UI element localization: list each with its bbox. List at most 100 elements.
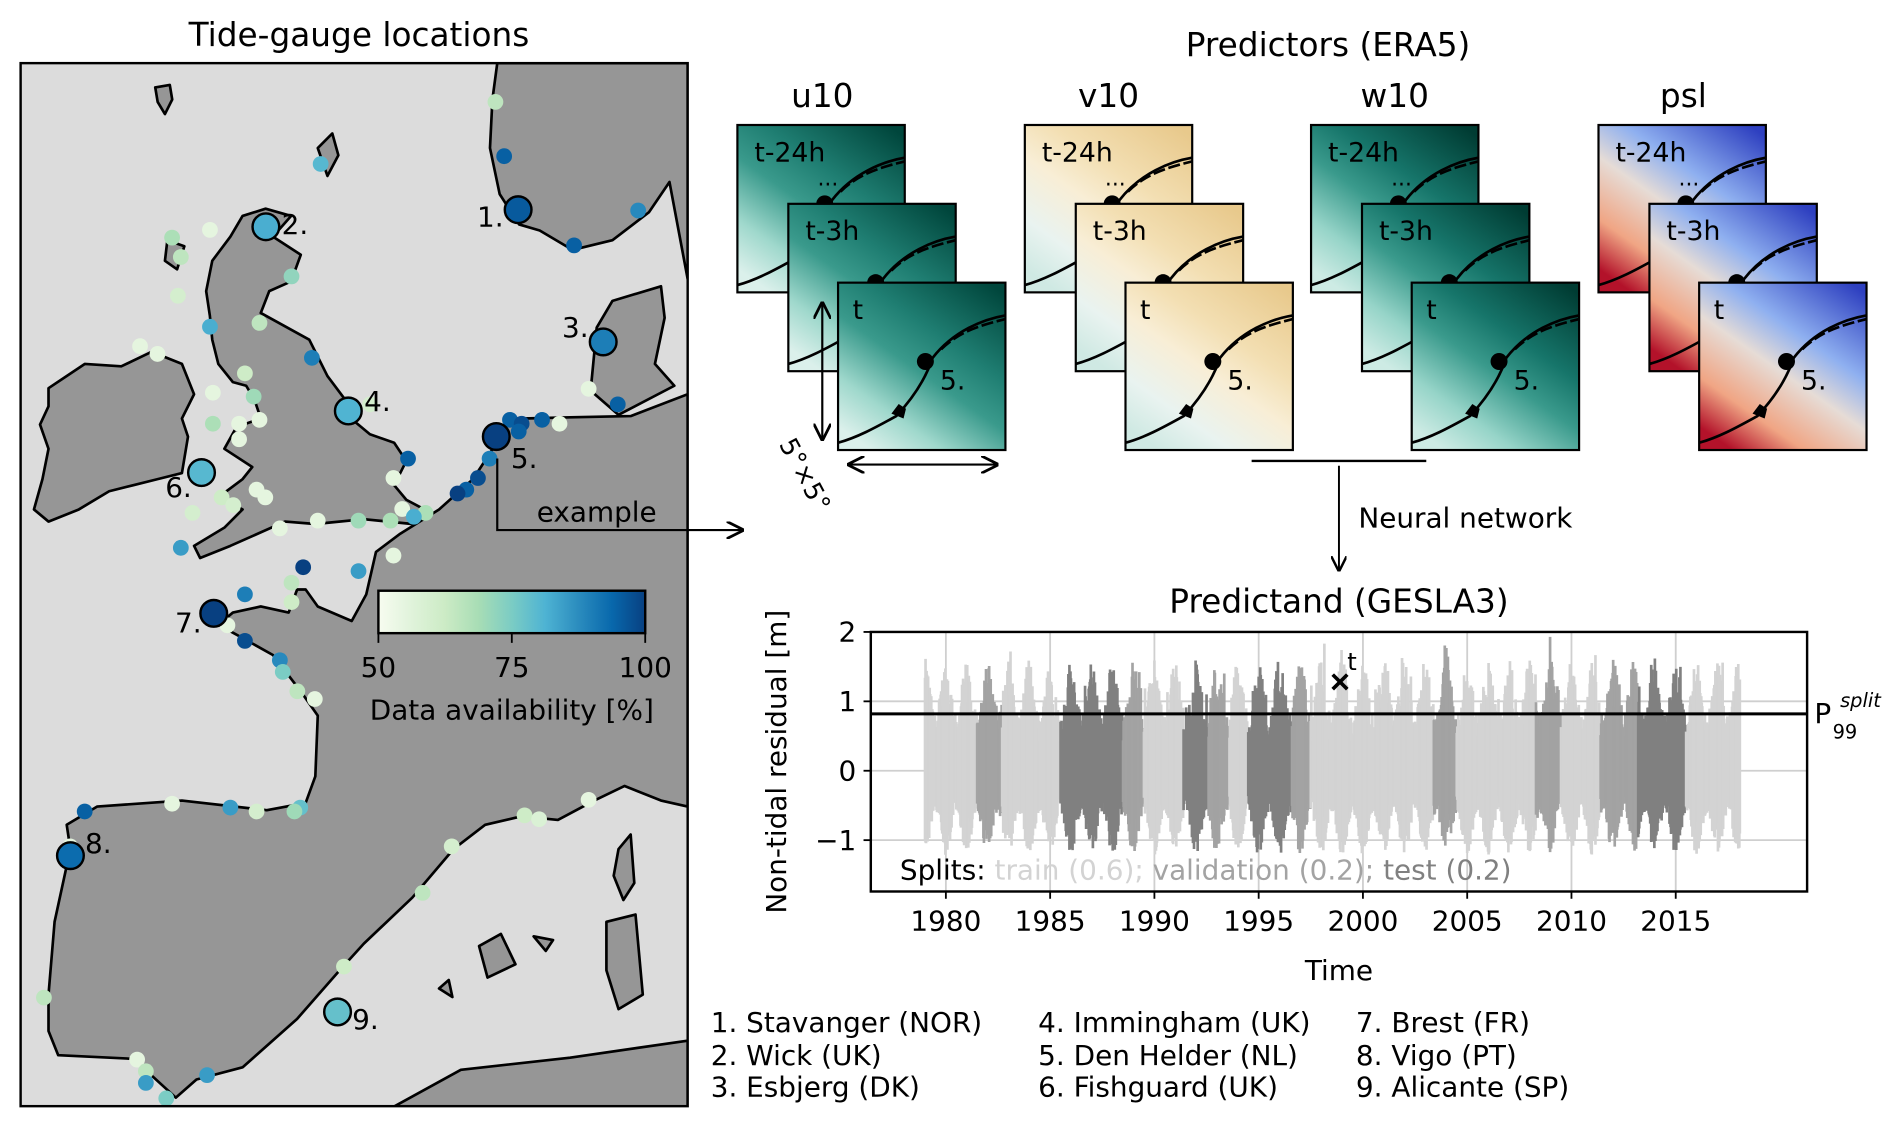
- coastline-islands: [1751, 238, 1817, 272]
- splits-prefix: Splits:: [900, 853, 986, 886]
- coastline-islands: [839, 160, 905, 193]
- example-label: example: [537, 496, 657, 529]
- predictor-stack-u10: u10 t-24h... t-3h t 5.: [736, 77, 1007, 452]
- coastline-islands: [1801, 317, 1867, 351]
- station-dot: [510, 423, 527, 440]
- station-number-label: 2.: [282, 208, 309, 241]
- predictor-stack-psl: psl t-24h... t-3h t 5.: [1597, 77, 1868, 452]
- station-dot: [158, 1090, 175, 1107]
- station-dot: [405, 508, 422, 525]
- chart-ticks: 1980 1985 1990 1995 2000 2005 2010 2015 −1 0 1 2: [815, 616, 1711, 938]
- colorbar: 50 75 100 Data availability [%]: [361, 589, 672, 726]
- station-dot: [172, 249, 189, 265]
- station-dot: [36, 989, 52, 1006]
- station-dot: [496, 148, 513, 165]
- coastline-islands: [1177, 238, 1244, 272]
- highlighted-station-marker: [333, 396, 363, 426]
- time-step-label: t-3h: [1093, 216, 1147, 247]
- x-tick-label: 1990: [1119, 904, 1190, 937]
- colorbar-tick: 100: [619, 651, 672, 684]
- chart-frame: [869, 630, 1809, 893]
- predictor-stack-v10: v10 t-24h... t-3h t 5.: [1023, 77, 1294, 452]
- station-dot: [516, 807, 533, 824]
- x-tick-label: 1980: [910, 904, 981, 937]
- station-dot: [172, 539, 189, 556]
- station-dot: [204, 415, 221, 432]
- x-tick-label: 1985: [1015, 904, 1086, 937]
- predictor-map-panel: t 5.: [1410, 281, 1581, 452]
- station-number-label: 5.: [511, 442, 538, 475]
- station-number-label: 3.: [562, 311, 589, 344]
- time-step-label: t: [853, 295, 863, 326]
- station-dot: [137, 1063, 154, 1080]
- station-list-item: 5. Den Helder (NL): [1038, 1039, 1298, 1072]
- example-arrow: [496, 458, 742, 531]
- station-dot: [283, 594, 300, 610]
- threshold-label-main: P: [1814, 697, 1831, 730]
- station-dot: [362, 396, 379, 413]
- coastline-islands: [1126, 160, 1193, 193]
- network-label: Neural network: [1358, 502, 1573, 535]
- station-dot: [237, 365, 253, 382]
- chart-xlabel: Time: [1304, 954, 1373, 987]
- land-great-britain: [192, 207, 426, 560]
- predictor-stack-w10: w10 t-24h... t-3h t 5.: [1309, 77, 1581, 452]
- x-tick-label: 2005: [1432, 904, 1503, 937]
- coastline: [1699, 314, 1867, 445]
- station-dot: [271, 520, 288, 537]
- coast-island-shape: [891, 403, 906, 419]
- station-dot: [566, 237, 582, 254]
- threshold-label-sub: 99: [1833, 721, 1858, 744]
- colorbar-tick: 50: [361, 651, 396, 684]
- coast-island-shape: [1752, 403, 1768, 419]
- station-list: 1. Stavanger (NOR) 2. Wick (UK) 3. Esbje…: [711, 1006, 1570, 1103]
- station-list-item: 2. Wick (UK): [711, 1039, 882, 1072]
- time-step-label: t: [1426, 295, 1436, 326]
- colorbar-tick: 75: [494, 651, 529, 684]
- station-dot: [385, 470, 402, 486]
- y-tick-label: 0: [839, 754, 857, 787]
- station-dot: [164, 795, 180, 812]
- event-marker-label: t: [1347, 647, 1357, 676]
- predictor-variable-label: v10: [1078, 77, 1139, 115]
- highlighted-station-marker: [251, 212, 281, 242]
- station-dot: [336, 958, 352, 975]
- map-frame: [19, 61, 689, 1108]
- land-corsica: [612, 833, 636, 902]
- station-number-label: 8.: [85, 827, 112, 860]
- panel-border: [1124, 281, 1294, 452]
- highlighted-station-marker: [55, 841, 85, 871]
- x-tick-label: 2010: [1536, 904, 1607, 937]
- station-dot: [202, 221, 218, 238]
- station-dot: [304, 349, 320, 366]
- splits-validation: validation (0.2);: [1153, 853, 1375, 886]
- highlighted-station-marker: [503, 195, 533, 225]
- splits-test: test (0.2): [1383, 853, 1511, 886]
- station-dot: [237, 632, 253, 649]
- chart-overlay: t: [870, 647, 1808, 716]
- time-step-label: t-24h: [754, 137, 825, 168]
- coastline-islands: [1513, 317, 1580, 351]
- ellipsis-label: ...: [1105, 167, 1126, 192]
- station-list-item: 3. Esbjerg (DK): [711, 1070, 920, 1103]
- time-step-label: t-24h: [1042, 137, 1113, 168]
- station-dot: [531, 811, 547, 828]
- station-dot: [551, 415, 568, 432]
- coast-island-shape: [1465, 403, 1480, 419]
- station-dot: [132, 338, 148, 355]
- station-dot: [309, 512, 326, 529]
- coastline-islands: [890, 238, 956, 272]
- panel-border: [1698, 281, 1868, 452]
- highlighted-station-marker: [588, 327, 618, 357]
- panel-border: [1410, 281, 1581, 452]
- predictors-title: Predictors (ERA5): [1186, 26, 1471, 64]
- station-list-item: 6. Fishguard (UK): [1038, 1070, 1278, 1103]
- station-dot: [202, 318, 218, 335]
- station-5-label: 5.: [940, 365, 965, 396]
- time-step-label: t-24h: [1615, 137, 1686, 168]
- time-step-label: t-3h: [1379, 216, 1433, 247]
- map: 1. 2. 3. 4. 5. 6. 7. 8. 9. 50 75 100 Data availa…: [20, 63, 688, 1107]
- y-tick-label: −1: [815, 824, 856, 857]
- ellipsis-label: ...: [1391, 167, 1412, 192]
- coastline-islands: [1227, 317, 1293, 351]
